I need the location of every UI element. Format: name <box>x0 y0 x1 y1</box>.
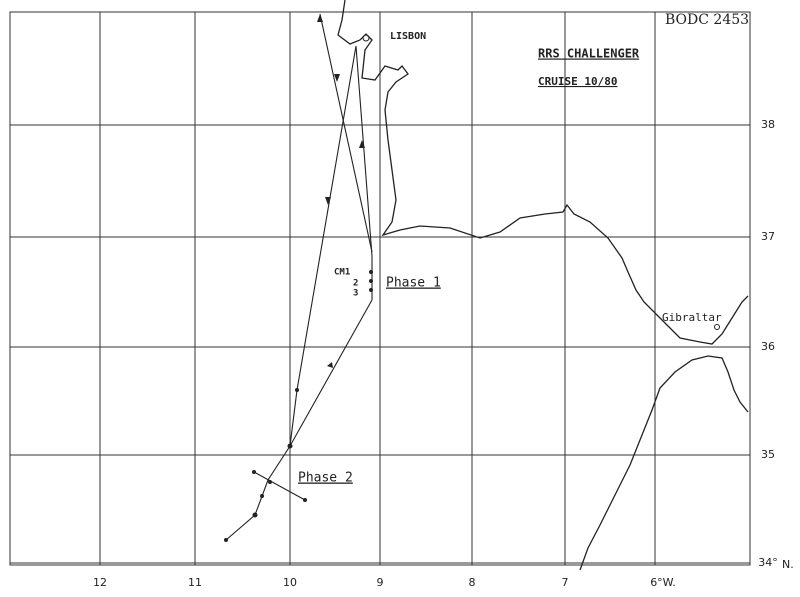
track-leg <box>355 45 373 300</box>
gibraltar-marker <box>714 324 720 330</box>
cruise-track <box>224 13 373 542</box>
map-title: RRS CHALLENGER <box>538 47 640 61</box>
mooring-label: 2 <box>353 279 358 289</box>
dataset-id: BODC 2453 <box>665 12 749 28</box>
longitude-label: 9 <box>377 576 384 589</box>
mooring-label: 3 <box>353 289 358 299</box>
latitude-label: 35 <box>761 448 775 461</box>
track-leg <box>319 13 373 253</box>
phase-label: Phase 1 <box>386 276 441 291</box>
lisbon-marker <box>362 34 370 42</box>
longitude-label: 7 <box>562 576 569 589</box>
longitude-label: 6°W. <box>650 576 676 589</box>
lat-unit: N. <box>782 558 794 571</box>
graticule <box>9 11 751 566</box>
track-leg <box>289 299 373 447</box>
place-label: LISBON <box>390 31 426 42</box>
latitude-label: 34° <box>758 556 778 569</box>
longitude-label: 10 <box>283 576 297 589</box>
longitude-label: 11 <box>188 576 202 589</box>
coast-iberia <box>337 0 749 345</box>
track-leg <box>253 471 306 501</box>
place-label: Gibraltar <box>662 311 722 324</box>
stations <box>224 270 373 542</box>
longitude-label: 12 <box>93 576 107 589</box>
map-subtitle: CRUISE 10/80 <box>538 75 617 88</box>
mooring-label: CM1 <box>334 268 350 278</box>
latitude-label: 36 <box>761 340 775 353</box>
latitude-label: 38 <box>761 118 775 131</box>
latitude-label: 37 <box>761 230 775 243</box>
phase-label: Phase 2 <box>298 471 353 486</box>
longitude-label: 8 <box>469 576 476 589</box>
coast-africa <box>579 355 749 571</box>
